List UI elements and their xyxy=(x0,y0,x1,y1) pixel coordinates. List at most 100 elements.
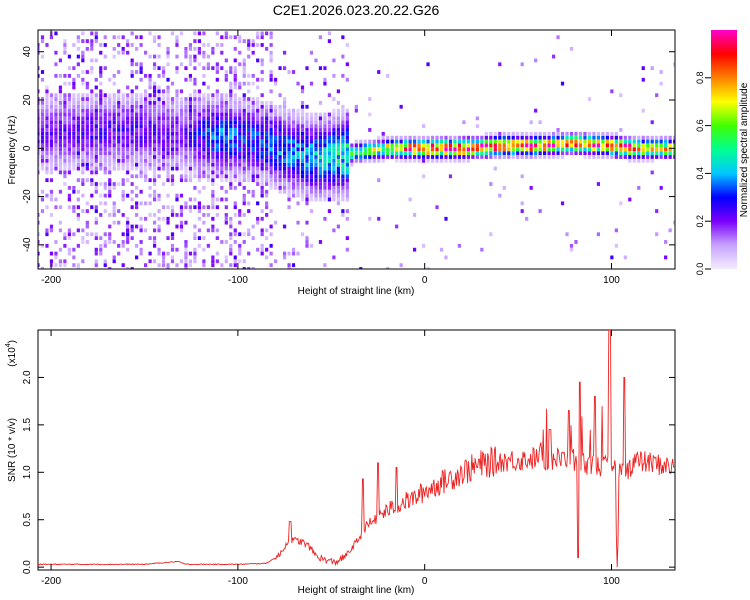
heatmap-cell xyxy=(224,259,228,264)
heatmap-cell xyxy=(211,166,215,171)
heatmap-cell xyxy=(260,247,264,252)
heatmap-cell xyxy=(282,170,287,175)
heatmap-cell xyxy=(453,147,457,152)
heatmap-cell xyxy=(659,81,663,86)
heatmap-cell xyxy=(103,182,107,186)
heatmap-cell xyxy=(85,151,89,156)
heatmap-cell xyxy=(251,178,255,183)
heatmap-cell xyxy=(112,128,116,132)
heatmap-cell xyxy=(139,120,143,125)
heatmap-cell xyxy=(224,155,228,159)
heatmap-cell xyxy=(130,73,134,78)
heatmap-cell xyxy=(282,97,287,101)
heatmap-cell xyxy=(40,70,45,74)
heatmap-cell xyxy=(121,143,125,148)
heatmap-cell xyxy=(448,147,453,152)
heatmap-cell xyxy=(139,189,143,194)
heatmap-cell xyxy=(318,143,323,148)
heatmap-cell xyxy=(251,131,255,136)
heatmap-cell xyxy=(291,131,296,136)
heatmap-cell xyxy=(278,93,282,98)
heatmap-cell xyxy=(58,228,63,233)
heatmap-cell xyxy=(72,162,76,167)
heatmap-cell xyxy=(38,143,40,148)
heatmap-cell xyxy=(318,147,323,152)
heatmap-cell xyxy=(121,108,125,113)
colorbar: 0.00.20.40.60.8 Normalized spectral ampl… xyxy=(695,30,750,275)
heatmap-cell xyxy=(148,147,152,152)
heatmap-cell xyxy=(117,89,121,94)
heatmap-cell xyxy=(161,255,166,260)
heatmap-cell xyxy=(206,166,210,171)
heatmap-cell xyxy=(148,135,152,140)
heatmap-cell xyxy=(179,259,184,264)
heatmap-cell xyxy=(489,139,493,144)
heatmap-cell xyxy=(614,135,618,140)
heatmap-cell xyxy=(152,220,157,225)
heatmap-cell xyxy=(188,104,193,109)
heatmap-cell xyxy=(305,197,309,202)
heatmap-cell xyxy=(108,120,112,125)
heatmap-cell xyxy=(112,124,116,128)
heatmap-cell xyxy=(278,189,282,194)
heatmap-cell xyxy=(197,158,201,163)
heatmap-cell xyxy=(282,174,287,179)
heatmap-cell xyxy=(135,104,139,109)
heatmap-cell xyxy=(260,155,264,159)
heatmap-cell xyxy=(547,131,551,136)
heatmap-cell xyxy=(211,259,215,264)
heatmap-cell xyxy=(166,85,170,90)
heatmap-cell xyxy=(152,66,157,71)
heatmap-cell xyxy=(274,120,278,125)
heatmap-cell xyxy=(318,189,323,194)
heatmap-cell xyxy=(251,151,255,156)
heatmap-cell xyxy=(117,128,121,132)
heatmap-cell xyxy=(38,131,40,136)
heatmap-cell xyxy=(188,131,193,136)
heatmap-cell xyxy=(498,143,502,148)
heatmap-cell xyxy=(45,135,49,140)
heatmap-cell xyxy=(551,143,556,148)
heatmap-cell xyxy=(269,70,273,74)
heatmap-cell xyxy=(412,143,417,148)
heatmap-cell xyxy=(54,50,58,55)
heatmap-cell xyxy=(628,158,632,163)
heatmap-cell xyxy=(260,147,264,152)
heatmap-cell xyxy=(323,128,327,132)
heatmap-cell xyxy=(72,108,76,113)
heatmap-cell xyxy=(206,147,210,152)
heatmap-cell xyxy=(139,224,143,229)
heatmap-cell xyxy=(49,151,54,156)
heatmap-cell xyxy=(426,143,430,148)
heatmap-cell xyxy=(81,93,85,98)
heatmap-cell xyxy=(108,112,112,117)
heatmap-cell xyxy=(233,158,237,163)
heatmap-cell xyxy=(206,97,210,101)
heatmap-cell xyxy=(193,116,197,121)
heatmap-cell xyxy=(233,205,237,210)
heatmap-cell xyxy=(215,158,219,163)
heatmap-cell xyxy=(529,185,533,190)
heatmap-cell xyxy=(166,116,170,121)
heatmap-cell xyxy=(63,46,67,51)
heatmap-cell xyxy=(305,116,309,121)
heatmap-cell xyxy=(274,124,278,128)
heatmap-cell xyxy=(184,240,188,244)
heatmap-cell xyxy=(184,201,188,206)
heatmap-cell xyxy=(206,120,210,125)
heatmap-cell xyxy=(287,112,291,117)
heatmap-cell xyxy=(336,158,340,163)
heatmap-cell xyxy=(601,139,605,144)
heatmap-cell xyxy=(157,228,161,233)
heatmap-cell xyxy=(152,228,157,233)
heatmap-cell xyxy=(76,228,80,233)
heatmap-cell xyxy=(242,162,246,167)
heatmap-cell xyxy=(206,66,210,71)
heatmap-cell xyxy=(583,135,587,140)
heatmap-cell xyxy=(278,170,282,175)
heatmap-cell xyxy=(85,158,89,163)
heatmap-cell xyxy=(650,170,654,175)
heatmap-cell xyxy=(197,205,201,210)
heatmap-cell xyxy=(72,205,76,210)
